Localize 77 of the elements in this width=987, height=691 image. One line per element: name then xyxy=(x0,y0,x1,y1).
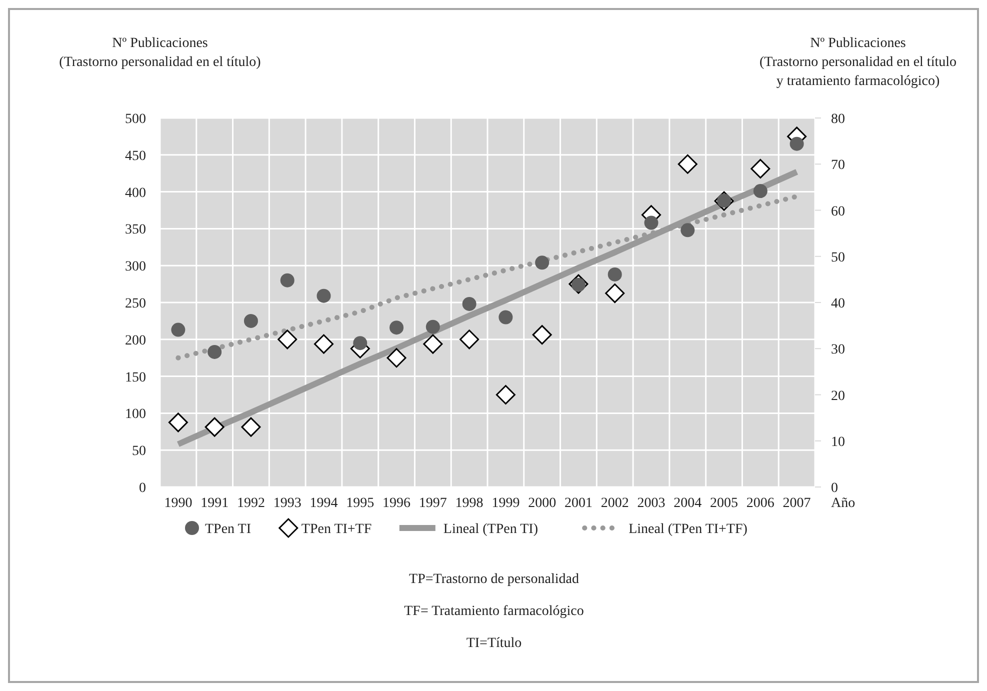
text: TF= Tratamiento farmacológico xyxy=(404,604,584,619)
x-tick-label: 2004 xyxy=(674,496,702,511)
point xyxy=(462,296,476,311)
point xyxy=(204,417,224,437)
y-tick-label: 350 xyxy=(125,222,146,238)
point xyxy=(532,325,552,345)
point xyxy=(241,417,261,437)
point xyxy=(280,273,294,288)
y2-tick-label: 10 xyxy=(831,434,845,450)
point xyxy=(680,223,695,238)
point xyxy=(608,267,622,282)
point xyxy=(498,310,513,324)
point xyxy=(314,334,334,354)
x-tick-label: 1995 xyxy=(346,496,374,511)
y2-tick-label: 30 xyxy=(831,342,845,358)
point xyxy=(353,336,368,350)
y-axis-title: Nº Publicaciones (Trastorno personalidad en el título) xyxy=(59,36,262,70)
point xyxy=(390,320,404,335)
point xyxy=(171,322,186,337)
point xyxy=(386,348,406,368)
x-tick-label: 1997 xyxy=(418,496,447,511)
x-tick-label: 2002 xyxy=(600,496,629,511)
x-tick-label: 1991 xyxy=(200,496,229,511)
legend-label: TPen TI+TF xyxy=(301,522,372,537)
x-tick-label: 2001 xyxy=(564,496,592,511)
y-tick-label: 0 xyxy=(139,481,146,496)
point xyxy=(496,385,516,404)
point xyxy=(753,184,768,198)
y-tick-label: 200 xyxy=(125,333,146,348)
y2-tick-label: 0 xyxy=(831,481,838,496)
y2-tick-label: 70 xyxy=(831,158,845,174)
y2-tick-label: 40 xyxy=(831,296,845,312)
point xyxy=(426,320,440,334)
point xyxy=(678,154,698,174)
y-tick-label: 450 xyxy=(125,148,146,164)
x-tick-label: 1992 xyxy=(236,496,265,511)
y2-tick-label: 80 xyxy=(831,112,845,127)
y2-tick-label: 60 xyxy=(831,204,845,220)
point xyxy=(535,256,550,270)
y-tick-label: 400 xyxy=(125,186,146,201)
y-tick-label: 250 xyxy=(125,296,146,312)
x-tick-label: 1999 xyxy=(492,496,520,511)
text: TI=Título xyxy=(466,636,522,651)
x-tick-label: 2005 xyxy=(710,496,738,511)
x-tick-label: 1990 xyxy=(164,496,192,511)
y-tick-label: 300 xyxy=(125,260,146,275)
legend-label: Lineal (TPen TI) xyxy=(443,522,538,537)
x-tick-label: 2003 xyxy=(637,496,666,511)
point xyxy=(208,344,222,359)
point xyxy=(244,314,258,328)
x-tick-label: 1998 xyxy=(455,496,484,511)
point xyxy=(790,136,804,151)
x-tick-label: 2007 xyxy=(782,496,811,511)
y2-axis-title: Nº Publicaciones (Trastorno personalidad en el título y tratamiento farmacológico) xyxy=(759,36,957,89)
y2-tick-label: 20 xyxy=(831,388,845,404)
point xyxy=(460,330,480,350)
x-tick-label: 2006 xyxy=(746,496,774,511)
legend-label: Lineal (TPen TI+TF) xyxy=(628,522,748,537)
y-tick-label: 150 xyxy=(125,370,146,386)
x-axis-title: Año xyxy=(831,496,856,511)
legend-label: TPen TI xyxy=(205,522,252,537)
x-tick-label: 1993 xyxy=(273,496,302,511)
point xyxy=(316,288,331,303)
point xyxy=(644,216,658,230)
text: TP=Trastorno de personalidad xyxy=(409,572,579,587)
x-tick-label: 2000 xyxy=(528,496,556,511)
y-tick-label: 100 xyxy=(125,407,146,422)
point xyxy=(750,158,770,178)
point xyxy=(605,284,625,304)
x-tick-label: 1996 xyxy=(382,496,411,511)
y-tick-label: 50 xyxy=(132,444,146,460)
x-tick-label: 1994 xyxy=(310,496,338,511)
point xyxy=(168,412,188,432)
point xyxy=(278,330,298,350)
point xyxy=(423,334,443,354)
y2-tick-label: 50 xyxy=(831,250,845,266)
y-tick-label: 500 xyxy=(125,112,146,127)
